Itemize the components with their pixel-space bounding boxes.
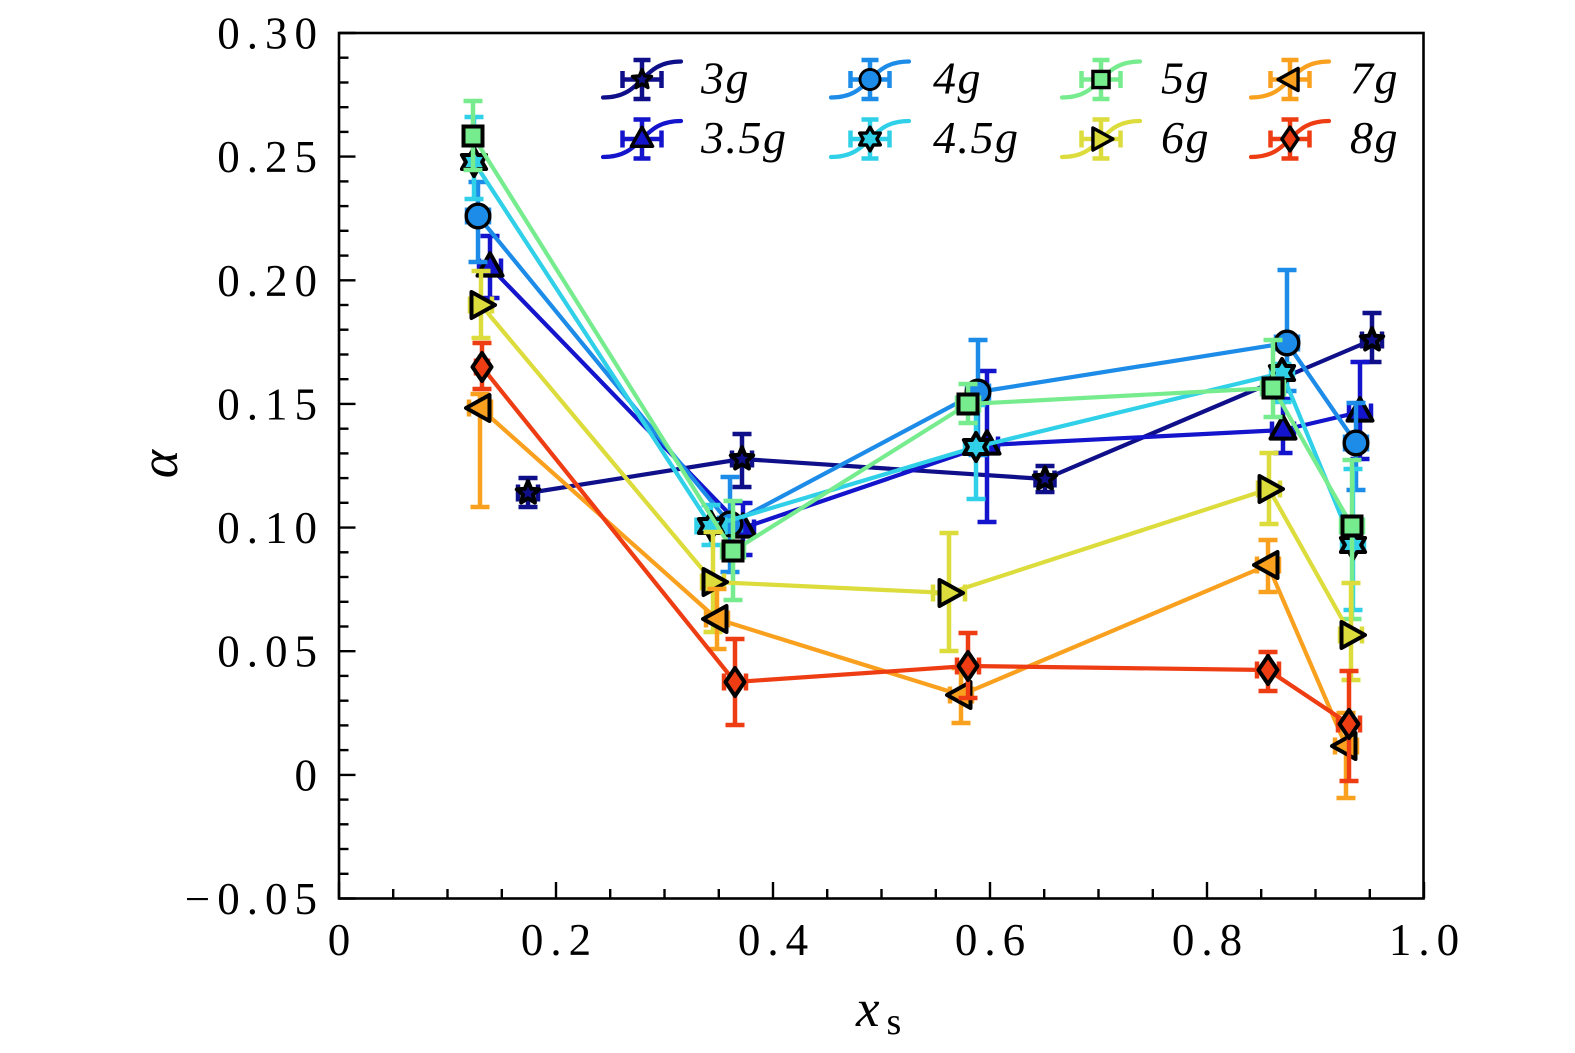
svg-text:0.25: 0.25 [217, 132, 324, 182]
svg-text:4.5g: 4.5g [933, 112, 1020, 163]
svg-text:1.0: 1.0 [1389, 915, 1466, 965]
svg-text:0.10: 0.10 [217, 503, 324, 553]
svg-text:3g: 3g [700, 53, 750, 104]
svg-text:7g: 7g [1350, 53, 1399, 104]
svg-text:0.4: 0.4 [738, 915, 815, 965]
svg-text:0: 0 [328, 915, 358, 965]
svg-text:α: α [129, 448, 189, 478]
svg-text:3.5g: 3.5g [700, 112, 788, 163]
svg-text:0.15: 0.15 [217, 379, 324, 429]
svg-text:0: 0 [295, 750, 325, 800]
svg-text:8g: 8g [1350, 112, 1399, 163]
svg-text:0.05: 0.05 [217, 627, 324, 677]
svg-text:5g: 5g [1161, 53, 1210, 104]
svg-text:0.2: 0.2 [521, 915, 598, 965]
svg-text:0.20: 0.20 [217, 256, 324, 306]
svg-text:4g: 4g [933, 53, 982, 104]
svg-text:−0.05: −0.05 [185, 874, 324, 924]
svg-text:0.8: 0.8 [1172, 915, 1249, 965]
svg-text:0.6: 0.6 [955, 915, 1032, 965]
svg-text:0.30: 0.30 [217, 9, 324, 59]
svg-text:6g: 6g [1161, 112, 1210, 163]
